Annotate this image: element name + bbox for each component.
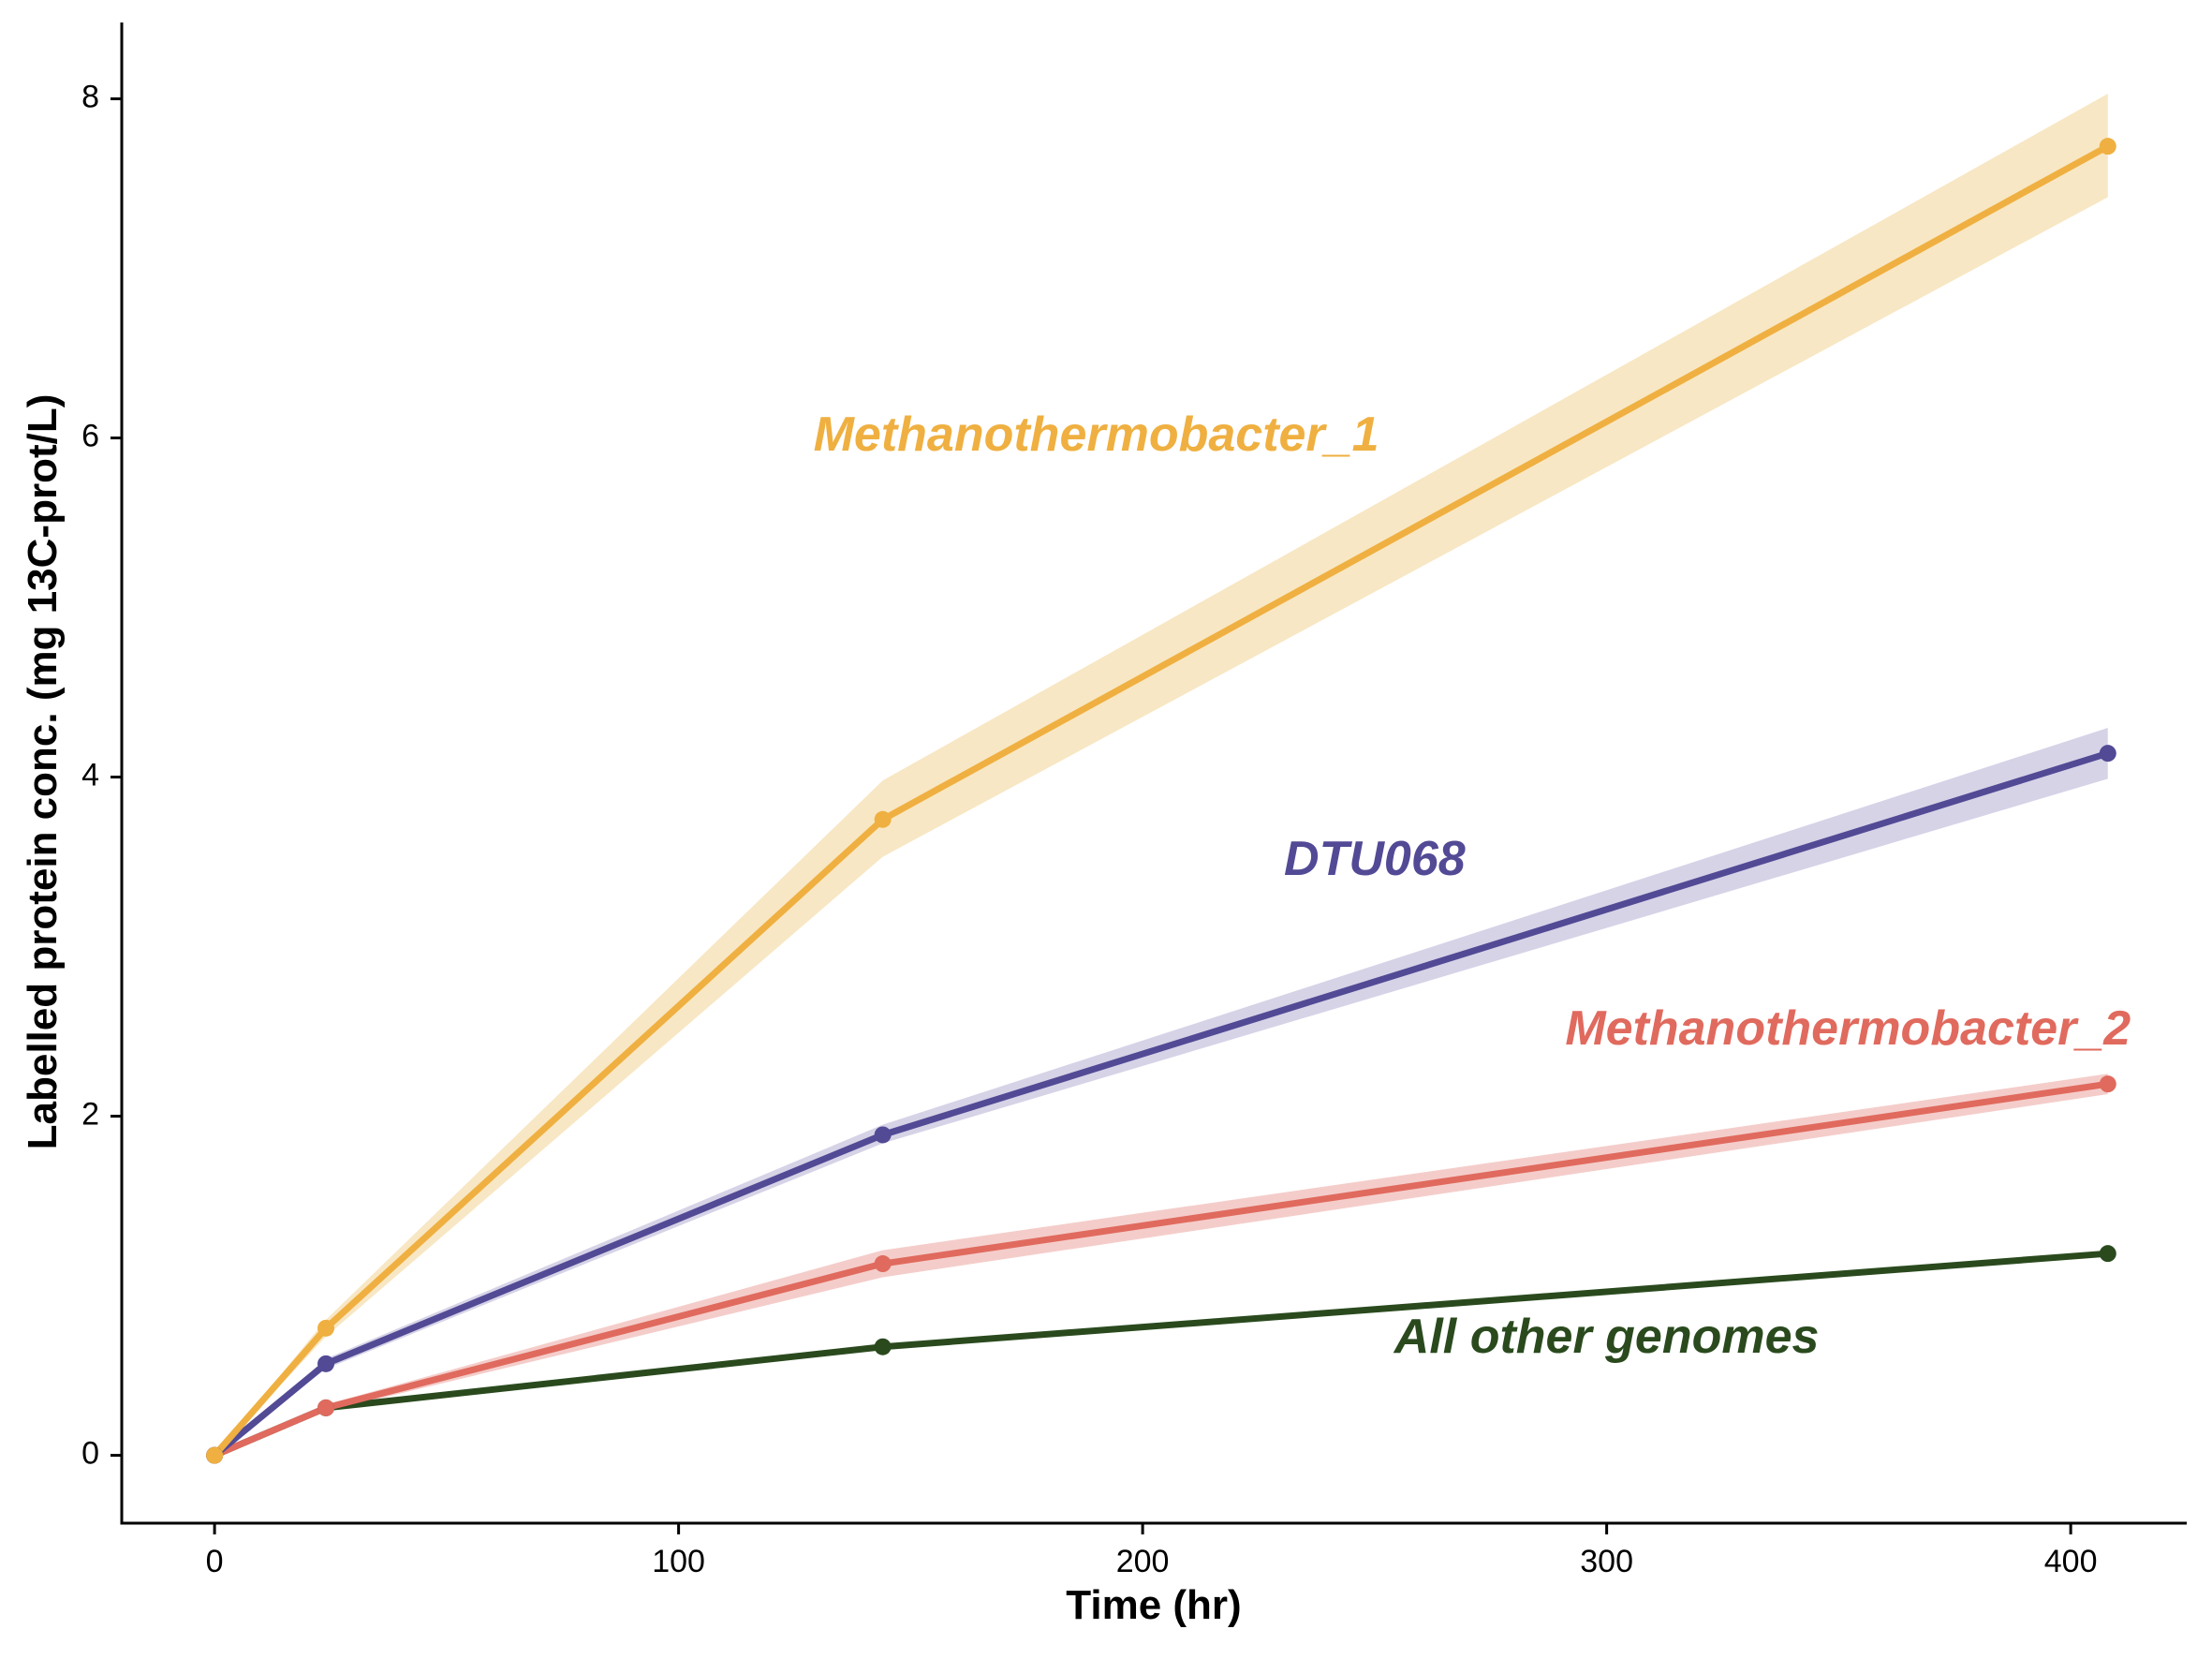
y-tick-label: 0	[81, 1436, 99, 1472]
band-dtu068	[214, 728, 2108, 1456]
series-labels: Methanothermobacter_1 DTU068 Methanothermo…	[814, 407, 2131, 1364]
point-methanothermobacter-1	[2099, 138, 2116, 156]
y-tick-label: 8	[81, 79, 99, 114]
x-axis-title: Time (hr)	[1066, 1582, 1241, 1628]
y-axis-title: Labelled protein conc. (mg 13C-prot/L)	[20, 394, 66, 1150]
confidence-bands	[214, 94, 2108, 1456]
axes: 0 100 200 300 400 0 2 4 6 8	[81, 22, 2187, 1579]
point-methanothermobacter-1	[874, 810, 892, 828]
y-tick-label: 4	[81, 758, 99, 793]
line-dtu068	[211, 749, 2112, 1459]
x-axis-ticks: 0 100 200 300 400	[206, 1523, 2098, 1579]
y-tick-label: 6	[81, 418, 99, 453]
y-tick-label: 2	[81, 1097, 99, 1133]
band-methanothermobacter-2	[214, 1074, 2108, 1456]
x-tick-label: 200	[1116, 1544, 1170, 1579]
point-methanothermobacter-2	[874, 1255, 892, 1273]
series-lines	[211, 142, 2112, 1459]
point-methanothermobacter-2	[2099, 1075, 2116, 1093]
series-label-all-other-genomes: All other genomes	[1393, 1310, 1820, 1364]
x-tick-label: 300	[1580, 1544, 1633, 1579]
series-label-methanothermobacter-2: Methanothermobacter_2	[1565, 1001, 2131, 1056]
x-tick-label: 0	[206, 1544, 224, 1579]
line-methanothermobacter-1	[211, 142, 2112, 1459]
point-all-other-genomes	[874, 1338, 892, 1355]
series-label-methanothermobacter-1: Methanothermobacter_1	[814, 407, 1379, 462]
line-all-other-genomes	[211, 1250, 2112, 1459]
point-methanothermobacter-1	[206, 1446, 224, 1464]
series-label-dtu068: DTU068	[1284, 832, 1466, 886]
point-dtu068	[874, 1126, 892, 1144]
point-dtu068	[2099, 745, 2116, 763]
line-methanothermobacter-2	[211, 1080, 2112, 1459]
point-all-other-genomes	[2099, 1245, 2116, 1263]
series-points	[206, 138, 2116, 1464]
point-dtu068	[317, 1355, 335, 1372]
y-axis-ticks: 0 2 4 6 8	[81, 79, 122, 1472]
point-methanothermobacter-2	[317, 1399, 335, 1416]
band-methanothermobacter-1	[214, 94, 2108, 1456]
x-tick-label: 400	[2044, 1544, 2098, 1579]
x-tick-label: 100	[652, 1544, 705, 1579]
point-methanothermobacter-1	[317, 1319, 335, 1337]
